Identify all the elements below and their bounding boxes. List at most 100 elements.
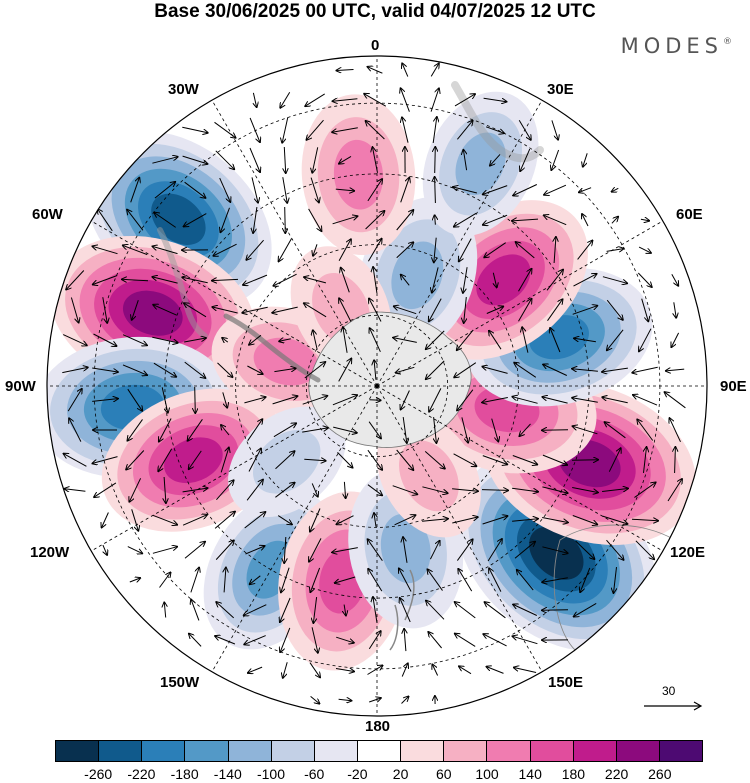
wind-vector (602, 397, 628, 404)
wind-vector (304, 459, 325, 461)
wind-vector (483, 634, 507, 647)
wind-vector (66, 270, 85, 290)
wind-vector (606, 249, 624, 252)
wind-vector (305, 93, 325, 106)
wind-vector (637, 420, 654, 441)
wind-vector (430, 88, 439, 112)
wind-vector (337, 452, 353, 467)
wind-vector (401, 697, 409, 704)
wind-vector (551, 149, 560, 170)
wind-vector (543, 365, 568, 376)
colorbar-tick-label: 20 (392, 766, 409, 782)
wind-vector (489, 568, 502, 592)
wind-vector (487, 667, 504, 674)
wind-vector (280, 597, 291, 622)
wind-vector (400, 598, 411, 623)
wind-vector (313, 330, 318, 350)
wind-vector (424, 451, 445, 468)
wind-vector (123, 245, 148, 256)
wind-vector (551, 120, 558, 139)
wind-vector (367, 179, 382, 202)
wind-vector (129, 478, 142, 501)
wind-vector (401, 663, 408, 677)
south-america-tip (157, 227, 208, 339)
lon-label-120w: 120W (30, 544, 70, 561)
wind-vector (512, 519, 538, 522)
wind-vector (606, 539, 624, 560)
wind-vector (606, 299, 623, 320)
wind-vector (667, 479, 682, 502)
wind-vector (272, 396, 298, 405)
wind-vector (396, 210, 414, 231)
wind-vector (311, 483, 318, 496)
wind-vector (482, 455, 507, 465)
wind-vector (182, 155, 208, 164)
wind-vector (280, 92, 291, 107)
wind-vector (635, 540, 654, 559)
wind-vector (572, 515, 597, 525)
polar-map[interactable] (0, 0, 750, 735)
wind-vector (164, 476, 166, 503)
wind-vector (542, 397, 568, 404)
wind-vector (580, 567, 591, 592)
colorbar-tick-label: 220 (604, 766, 629, 782)
wind-vector (481, 490, 508, 491)
colorbar-tick-label: -260 (84, 766, 113, 782)
meridian-line (91, 385, 378, 552)
wind-vector (577, 241, 593, 260)
wind-vector (483, 97, 507, 101)
colorbar-tick-label: 180 (561, 766, 586, 782)
wind-vector (428, 569, 443, 591)
anomaly-contour (380, 513, 431, 584)
wind-vector (337, 70, 354, 71)
wind-vector (215, 150, 234, 169)
wind-vector (337, 515, 354, 525)
wind-vector (369, 299, 382, 322)
registered-mark: ® (723, 37, 732, 47)
wind-vector (546, 270, 563, 291)
wind-vector (332, 547, 358, 553)
wind-vector (92, 367, 118, 372)
wind-vector (394, 306, 417, 315)
wind-vector (517, 570, 534, 591)
wind-vector (313, 597, 318, 623)
wind-vector (483, 214, 508, 225)
colorbar-tick-label: -100 (256, 766, 286, 782)
wind-vector (275, 483, 294, 498)
wind-vector (485, 126, 504, 133)
wind-vector (644, 447, 647, 473)
wind-vector (607, 329, 624, 350)
wind-vector (461, 417, 468, 442)
wind-vector (94, 482, 117, 497)
wind-vector (366, 121, 385, 140)
meridian-line (211, 385, 378, 672)
wind-vector (455, 602, 476, 619)
wind-vector (182, 515, 207, 526)
wind-vector (184, 181, 206, 198)
meridian-line (376, 385, 663, 552)
meridian-line (376, 100, 543, 387)
wind-vector (161, 387, 168, 412)
meridian-line (91, 220, 378, 387)
wind-vector (130, 178, 140, 203)
brand-name: MODES (620, 34, 723, 58)
wind-vector (572, 487, 598, 493)
colorbar-swatch (228, 741, 272, 761)
wind-vector (184, 338, 206, 343)
wind-vector (602, 515, 628, 524)
meridian-line (211, 100, 378, 387)
wind-vector (339, 155, 352, 163)
lon-label-90w: 90W (5, 378, 36, 395)
wind-vector (153, 305, 177, 316)
wind-vector (638, 246, 651, 253)
lon-label-150e: 150E (548, 674, 584, 691)
wind-vector (396, 449, 414, 470)
colorbar-tick-label: -20 (347, 766, 368, 782)
reference-vector-label: 30 (662, 684, 676, 698)
colorbar-swatch (357, 741, 402, 761)
wind-vector (392, 485, 418, 495)
wind-vector (430, 64, 439, 77)
wind-vector (493, 272, 496, 288)
wind-vector (572, 306, 598, 315)
negative-anomaly (422, 91, 539, 236)
